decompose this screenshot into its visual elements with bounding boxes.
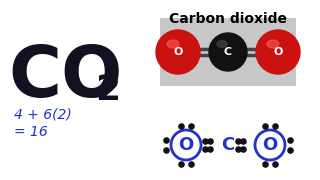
Point (236, 148, 241, 150)
Text: 4 + 6(2): 4 + 6(2) (14, 108, 72, 122)
Text: Carbon dioxide: Carbon dioxide (169, 12, 287, 26)
Point (207, 148, 212, 150)
Point (240, 148, 245, 150)
Point (207, 140, 212, 142)
Text: C: C (224, 47, 232, 57)
Ellipse shape (267, 40, 279, 48)
Point (287, 148, 292, 151)
Point (188, 125, 194, 127)
Text: 2: 2 (95, 73, 120, 107)
Point (203, 148, 208, 150)
Point (179, 125, 184, 127)
Point (262, 163, 268, 165)
Point (164, 148, 169, 151)
Circle shape (256, 30, 300, 74)
Ellipse shape (167, 40, 179, 48)
Point (203, 140, 208, 142)
Point (287, 139, 292, 141)
Circle shape (156, 30, 200, 74)
Point (179, 163, 184, 165)
Text: O: O (273, 47, 283, 57)
Text: O: O (173, 47, 183, 57)
Point (272, 125, 277, 127)
Text: CO: CO (8, 44, 122, 112)
Point (188, 163, 194, 165)
Point (262, 125, 268, 127)
Ellipse shape (217, 40, 227, 48)
Circle shape (209, 33, 247, 71)
Text: O: O (262, 136, 278, 154)
FancyBboxPatch shape (160, 18, 296, 86)
Point (272, 163, 277, 165)
Text: C: C (221, 136, 235, 154)
Point (236, 140, 241, 142)
Point (164, 139, 169, 141)
Text: O: O (178, 136, 194, 154)
Text: = 16: = 16 (14, 125, 48, 139)
Point (240, 140, 245, 142)
